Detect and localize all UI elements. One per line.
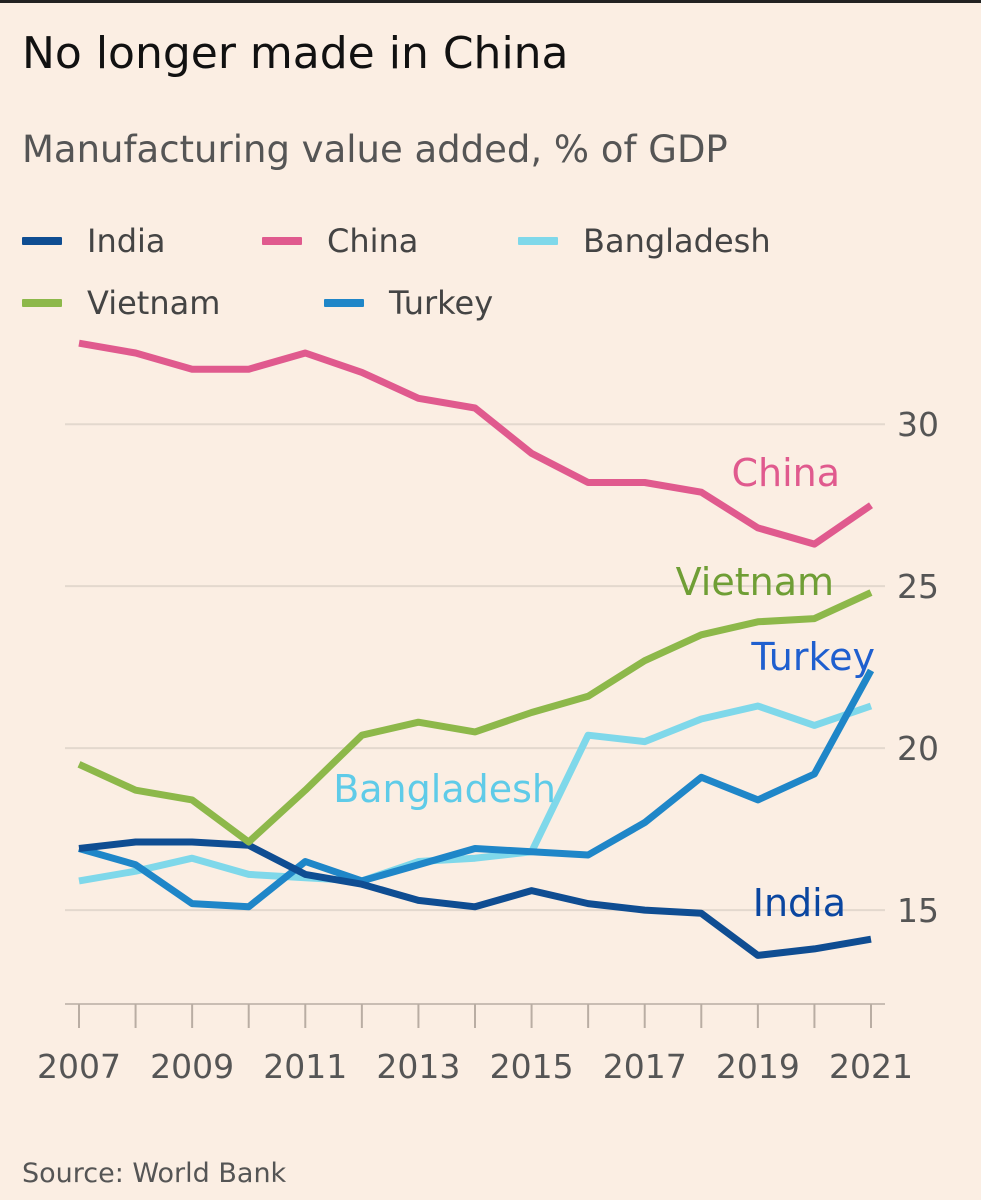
y-tick-label: 25 [897,567,939,606]
y-tick-label: 15 [897,891,939,930]
series-line-turkey [78,668,875,911]
series-label-china: China [731,451,840,495]
x-tick-label: 2021 [829,1047,913,1086]
x-tick-label: 2011 [263,1047,347,1086]
x-tick-label: 2013 [376,1047,460,1086]
y-tick-label: 30 [897,405,939,444]
x-tick-label: 2019 [716,1047,800,1086]
chart-subtitle: Manufacturing value added, % of GDP [22,128,728,171]
series-line-bangladesh [78,702,873,885]
x-tick-label: 2017 [603,1047,687,1086]
x-tick-label: 2009 [150,1047,234,1086]
series-line-vietnam [77,589,873,846]
source-note: Source: World Bank [22,1158,287,1189]
x-tick-label: 2007 [37,1047,121,1086]
series-label-bangladesh: Bangladesh [333,767,556,811]
series-annotations: China Vietnam Turkey Bangladesh India [333,451,875,925]
y-axis: 15 20 25 30 [897,405,939,930]
x-tick-label: 2015 [490,1047,574,1086]
chart-title: No longer made in China [22,28,569,79]
x-axis: 2007 2009 2011 2013 2015 2017 2019 2021 [37,1003,913,1086]
y-tick-label: 20 [897,729,939,768]
series-label-india: India [753,881,846,925]
series-label-vietnam: Vietnam [676,560,834,604]
series-lines [77,339,875,959]
top-rule [0,0,981,3]
series-line-china [78,339,873,548]
series-line-india [78,838,872,959]
series-label-turkey: Turkey [750,635,875,679]
